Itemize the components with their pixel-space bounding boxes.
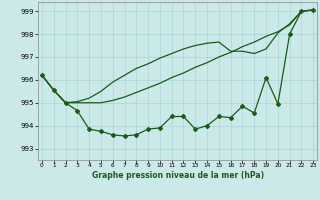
X-axis label: Graphe pression niveau de la mer (hPa): Graphe pression niveau de la mer (hPa) xyxy=(92,171,264,180)
